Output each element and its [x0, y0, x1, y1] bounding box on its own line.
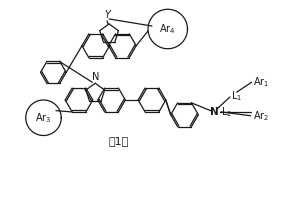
Text: Y: Y [104, 10, 110, 20]
Text: L$_2$: L$_2$ [221, 105, 232, 119]
Text: Ar$_1$: Ar$_1$ [253, 75, 269, 89]
Text: N: N [92, 72, 99, 82]
Text: Ar$_2$: Ar$_2$ [253, 109, 269, 123]
Text: L$_1$: L$_1$ [231, 89, 242, 103]
Text: Ar$_4$: Ar$_4$ [159, 22, 176, 36]
Text: Ar$_3$: Ar$_3$ [35, 111, 52, 125]
Text: N: N [210, 107, 218, 117]
Text: （1）: （1） [108, 136, 129, 146]
